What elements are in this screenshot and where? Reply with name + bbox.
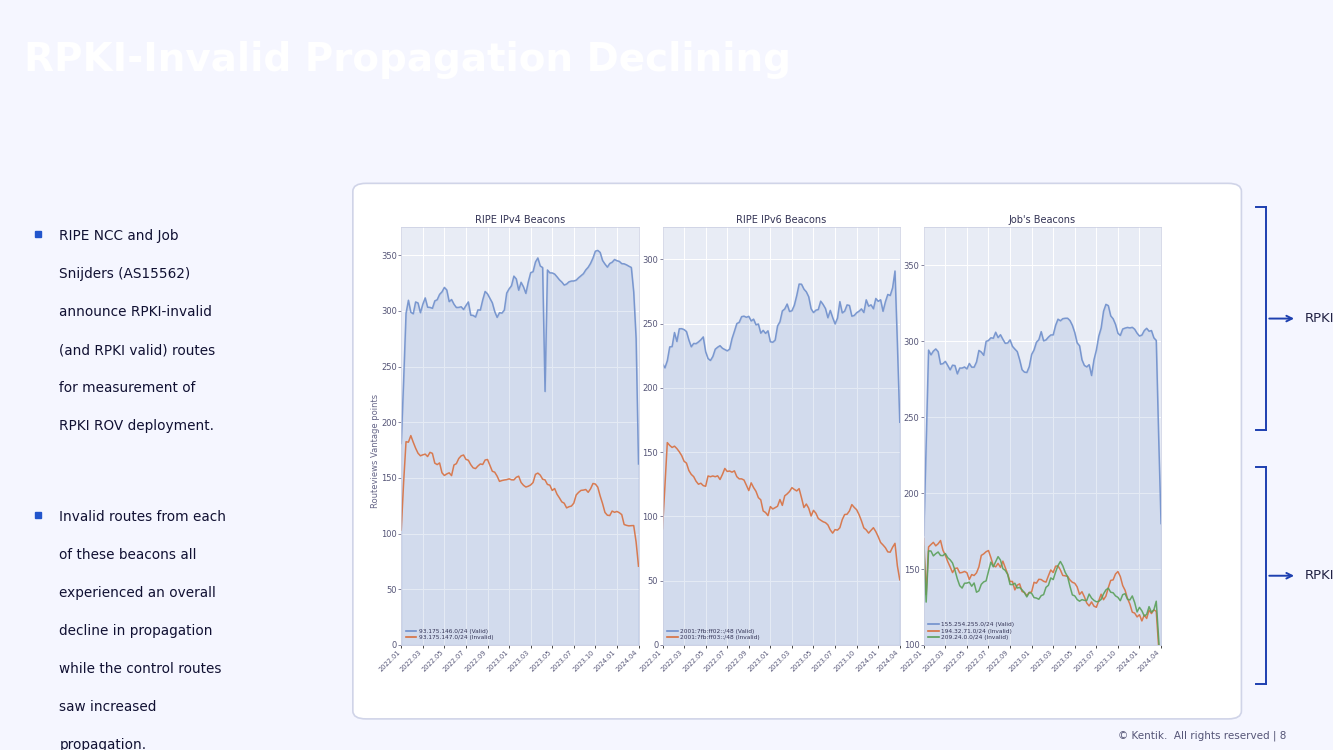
Text: while the control routes: while the control routes	[59, 662, 221, 676]
Text: RPKI-Invalid Propagation Declining: RPKI-Invalid Propagation Declining	[24, 41, 790, 79]
Legend: 2001:7fb:ff02::/48 (Valid), 2001:7fb:ff03::/48 (Invalid): 2001:7fb:ff02::/48 (Valid), 2001:7fb:ff0…	[665, 627, 761, 642]
Text: RIPE NCC and Job: RIPE NCC and Job	[59, 229, 179, 243]
Title: Job's Beacons: Job's Beacons	[1009, 215, 1076, 225]
Text: RPKI-valids: RPKI-valids	[1305, 312, 1333, 325]
Legend: 93.175.146.0/24 (Valid), 93.175.147.0/24 (Invalid): 93.175.146.0/24 (Valid), 93.175.147.0/24…	[404, 627, 495, 642]
Title: RIPE IPv6 Beacons: RIPE IPv6 Beacons	[736, 215, 826, 225]
Text: of these beacons all: of these beacons all	[59, 548, 197, 562]
Text: for measurement of: for measurement of	[59, 381, 196, 395]
Title: RIPE IPv4 Beacons: RIPE IPv4 Beacons	[475, 215, 565, 225]
Text: experienced an overall: experienced an overall	[59, 586, 216, 600]
Text: (and RPKI valid) routes: (and RPKI valid) routes	[59, 343, 216, 357]
Legend: 155.254.255.0/24 (Valid), 194.32.71.0/24 (Invalid), 209.24.0.0/24 (Invalid): 155.254.255.0/24 (Valid), 194.32.71.0/24…	[926, 620, 1016, 642]
Text: Invalid routes from each: Invalid routes from each	[59, 510, 227, 524]
FancyBboxPatch shape	[353, 183, 1241, 719]
Text: decline in propagation: decline in propagation	[59, 624, 213, 638]
Text: © Kentik.  All rights reserved | 8: © Kentik. All rights reserved | 8	[1118, 730, 1286, 741]
Text: RPKI ROV deployment.: RPKI ROV deployment.	[59, 419, 215, 433]
Text: propagation.: propagation.	[59, 738, 147, 750]
Text: Routeviews Vantage points: Routeviews Vantage points	[372, 394, 380, 508]
Text: saw increased: saw increased	[59, 700, 156, 714]
Text: RPKI-invalids: RPKI-invalids	[1305, 569, 1333, 582]
Text: Snijders (AS15562): Snijders (AS15562)	[59, 267, 191, 281]
Text: announce RPKI-invalid: announce RPKI-invalid	[59, 305, 212, 319]
